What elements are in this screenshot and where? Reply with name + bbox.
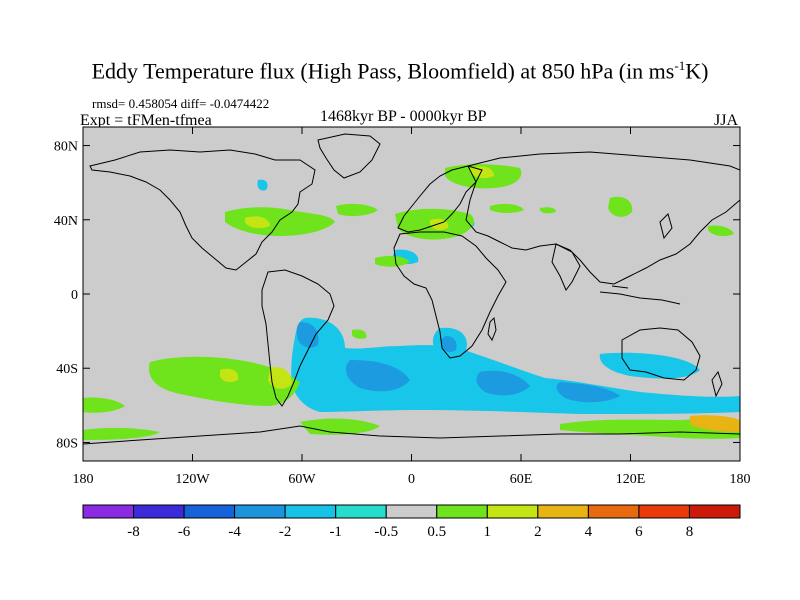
colorbar-swatch xyxy=(183,504,236,519)
colorbar-swatch xyxy=(82,504,135,519)
colorbar-label: 4 xyxy=(585,524,593,540)
y-tick-label: 40N xyxy=(54,214,78,229)
season-label: JJA xyxy=(714,112,739,129)
x-tick-label: 0 xyxy=(408,472,415,487)
colorbar-label: 0.5 xyxy=(427,524,446,540)
southern-ocean-negative-anomaly xyxy=(250,179,740,414)
positive-anomaly-regions xyxy=(83,164,740,440)
colorbar-labels: -8 -6 -4 -2 -1 -0.5 0.5 1 2 4 6 8 xyxy=(127,524,693,540)
y-tick-label: 40S xyxy=(56,362,78,377)
x-tick-label: 120E xyxy=(616,472,646,487)
x-axis-tick-labels: 180 120W 60W 0 60E 120E 180 xyxy=(73,472,751,487)
x-tick-label: 60E xyxy=(510,472,533,487)
colorbar xyxy=(82,504,741,519)
y-tick-label: 80N xyxy=(54,140,78,155)
x-tick-label: 120W xyxy=(175,472,210,487)
colorbar-label: -8 xyxy=(127,524,140,540)
x-tick-label: 180 xyxy=(73,472,94,487)
colorbar-swatch xyxy=(284,504,337,519)
colorbar-label: 1 xyxy=(484,524,492,540)
colorbar-swatch xyxy=(385,504,438,519)
coastlines xyxy=(83,133,740,445)
colorbar-swatch xyxy=(335,504,387,519)
colorbar-swatch xyxy=(638,504,690,519)
period-label: 1468kyr BP - 0000kyr BP xyxy=(320,108,487,125)
colorbar-label: -4 xyxy=(228,524,241,540)
plot-title: Eddy Temperature flux (High Pass, Bloomf… xyxy=(91,58,709,84)
colorbar-label: -1 xyxy=(329,524,342,540)
colorbar-label: 8 xyxy=(686,524,694,540)
y-tick-label: 0 xyxy=(71,288,78,303)
y-tick-label: 80S xyxy=(56,436,78,451)
colorbar-label: -6 xyxy=(178,524,191,540)
axis-ticks xyxy=(82,127,741,461)
colorbar-swatch xyxy=(436,504,488,519)
colorbar-swatch xyxy=(234,504,286,519)
colorbar-swatch xyxy=(486,504,539,519)
experiment-label: Expt = tFMen-tfmea xyxy=(80,112,212,129)
colorbar-swatch xyxy=(133,504,185,519)
colorbar-label: 6 xyxy=(635,524,643,540)
x-tick-label: 180 xyxy=(730,472,751,487)
y-axis-tick-labels: 80N 40N 0 40S 80S xyxy=(54,140,78,452)
colorbar-label: -2 xyxy=(279,524,292,540)
stats-label: rmsd= 0.458054 diff= -0.0474422 xyxy=(92,96,270,111)
x-tick-label: 60W xyxy=(288,472,316,487)
colorbar-swatch xyxy=(537,504,589,519)
colorbar-label: 2 xyxy=(534,524,542,540)
colorbar-label: -0.5 xyxy=(374,524,398,540)
colorbar-swatch xyxy=(688,504,741,519)
colorbar-swatch xyxy=(587,504,640,519)
